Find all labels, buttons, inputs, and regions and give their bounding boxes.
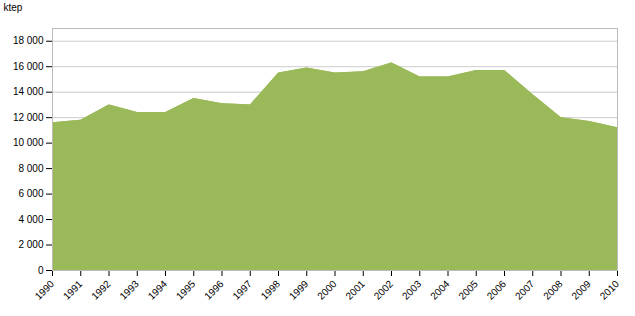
svg-text:2000: 2000: [315, 278, 339, 302]
svg-text:1990: 1990: [33, 278, 57, 302]
svg-text:2001: 2001: [343, 278, 367, 302]
svg-text:1997: 1997: [230, 278, 254, 302]
svg-text:1992: 1992: [89, 278, 113, 302]
svg-text:2003: 2003: [400, 278, 424, 302]
svg-text:1994: 1994: [146, 278, 170, 302]
svg-text:2010: 2010: [598, 278, 622, 302]
svg-text:6 000: 6 000: [18, 188, 43, 199]
svg-text:1998: 1998: [259, 278, 283, 302]
svg-text:8 000: 8 000: [18, 163, 43, 174]
svg-text:1993: 1993: [117, 278, 141, 302]
svg-text:1995: 1995: [174, 278, 198, 302]
svg-text:18 000: 18 000: [13, 35, 44, 46]
svg-text:ktep: ktep: [4, 2, 23, 13]
svg-text:2007: 2007: [513, 278, 537, 302]
svg-text:2009: 2009: [569, 278, 593, 302]
svg-text:2008: 2008: [541, 278, 565, 302]
svg-text:0: 0: [38, 265, 44, 276]
svg-text:4 000: 4 000: [18, 214, 43, 225]
svg-text:2002: 2002: [372, 278, 396, 302]
svg-text:2 000: 2 000: [18, 239, 43, 250]
svg-text:2004: 2004: [428, 278, 452, 302]
svg-text:2006: 2006: [485, 278, 509, 302]
svg-text:10 000: 10 000: [13, 137, 44, 148]
svg-text:1991: 1991: [61, 278, 85, 302]
svg-text:1996: 1996: [202, 278, 226, 302]
svg-text:16 000: 16 000: [13, 61, 44, 72]
svg-text:2005: 2005: [456, 278, 480, 302]
svg-text:1999: 1999: [287, 278, 311, 302]
svg-text:12 000: 12 000: [13, 112, 44, 123]
svg-text:14 000: 14 000: [13, 86, 44, 97]
